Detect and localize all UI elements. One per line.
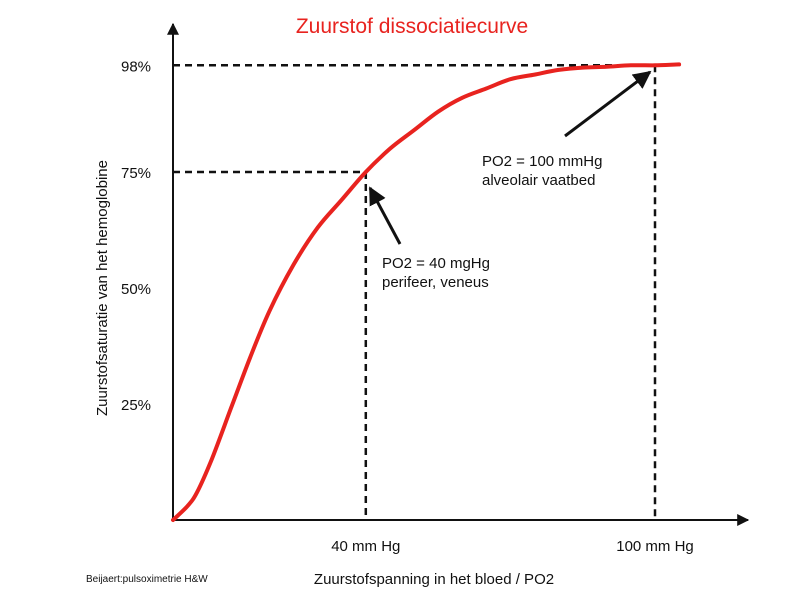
curve-layer bbox=[171, 62, 682, 522]
y-tick-label: 98% bbox=[121, 58, 151, 75]
reference-guides bbox=[173, 64, 657, 520]
annotation-1-line-1: alveolair vaatbed bbox=[482, 172, 595, 189]
x-tick-label: 40 mm Hg bbox=[331, 538, 400, 555]
x-axis-label: Zuurstofspanning in het bloed / PO2 bbox=[314, 571, 554, 588]
annotation-1-line-0: PO2 = 100 mmHg bbox=[482, 153, 602, 170]
y-tick-label: 25% bbox=[121, 397, 151, 414]
annotations: PO2 = 40 mgHg perifeer, veneus PO2 = 100 m… bbox=[368, 70, 652, 291]
annotation-0-line-1: perifeer, veneus bbox=[382, 274, 489, 291]
annotation-arrow-0 bbox=[368, 186, 402, 245]
y-axis-label: Zuurstofsaturatie van het hemoglobine bbox=[94, 160, 111, 416]
x-tick-label: 100 mm Hg bbox=[616, 538, 694, 555]
annotation-0-line-0: PO2 = 40 mgHg bbox=[382, 255, 490, 272]
credit-text: Beijaert:pulsoximetrie H&W bbox=[86, 574, 208, 585]
y-tick-label: 50% bbox=[121, 281, 151, 298]
tick-labels: 25% 50% 75% 98% 40 mm Hg 100 mm Hg bbox=[121, 58, 694, 555]
dissociation-curve-0 bbox=[171, 62, 682, 522]
chart-title: Zuurstof dissociatiecurve bbox=[296, 15, 528, 38]
annotation-arrow-1 bbox=[564, 70, 652, 138]
y-tick-label: 75% bbox=[121, 165, 151, 182]
